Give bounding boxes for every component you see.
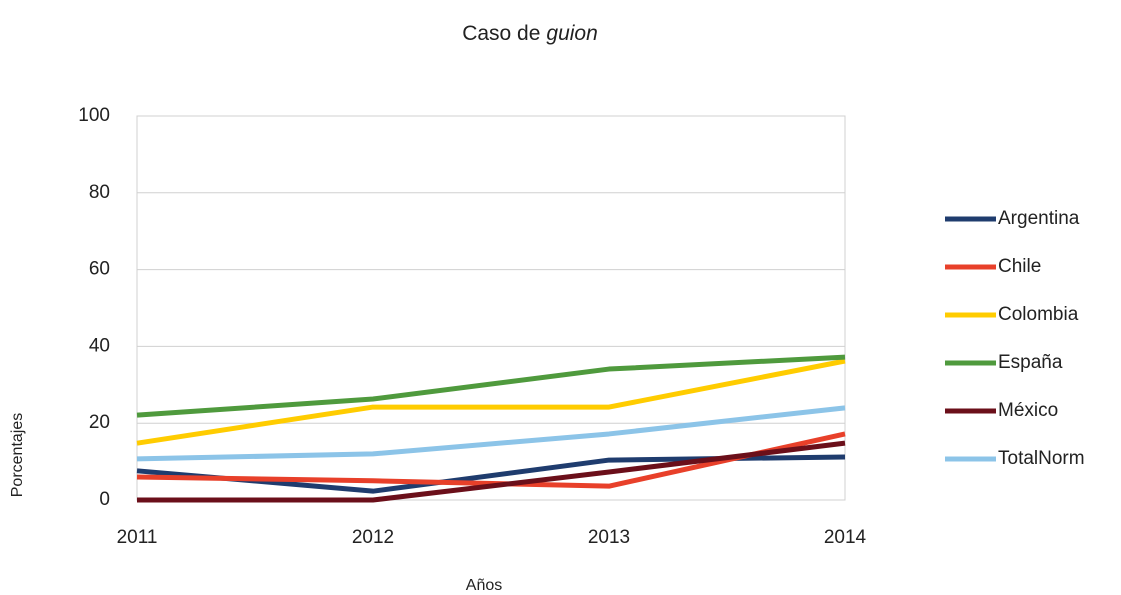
chart-title: Caso de guion — [462, 22, 598, 45]
title-part: guion — [546, 22, 597, 45]
legend-label: TotalNorm — [998, 448, 1085, 469]
legend-label: Colombia — [998, 304, 1079, 325]
series-line — [136, 405, 846, 462]
y-tick-label: 80 — [89, 182, 110, 203]
legend-label: México — [998, 400, 1058, 421]
legend-label: España — [998, 352, 1063, 373]
x-tick-label: 2012 — [352, 527, 394, 548]
series-line — [136, 354, 846, 418]
y-tick-label: 100 — [78, 105, 110, 126]
x-tick-label: 2014 — [824, 527, 867, 548]
y-tick-label: 0 — [99, 489, 110, 510]
series-line — [136, 358, 846, 446]
y-axis-label: Porcentajes — [9, 413, 26, 498]
x-tick-label: 2011 — [117, 527, 158, 548]
series-line — [137, 440, 846, 503]
y-tick-label: 20 — [89, 412, 110, 433]
title-part: Caso de — [462, 22, 540, 45]
y-tick-label: 40 — [89, 335, 110, 356]
legend-label: Chile — [998, 256, 1041, 277]
legend-label: Argentina — [998, 208, 1080, 229]
y-tick-label: 60 — [89, 259, 110, 280]
x-tick-label: 2013 — [588, 527, 630, 548]
x-axis-label: Años — [466, 577, 502, 594]
